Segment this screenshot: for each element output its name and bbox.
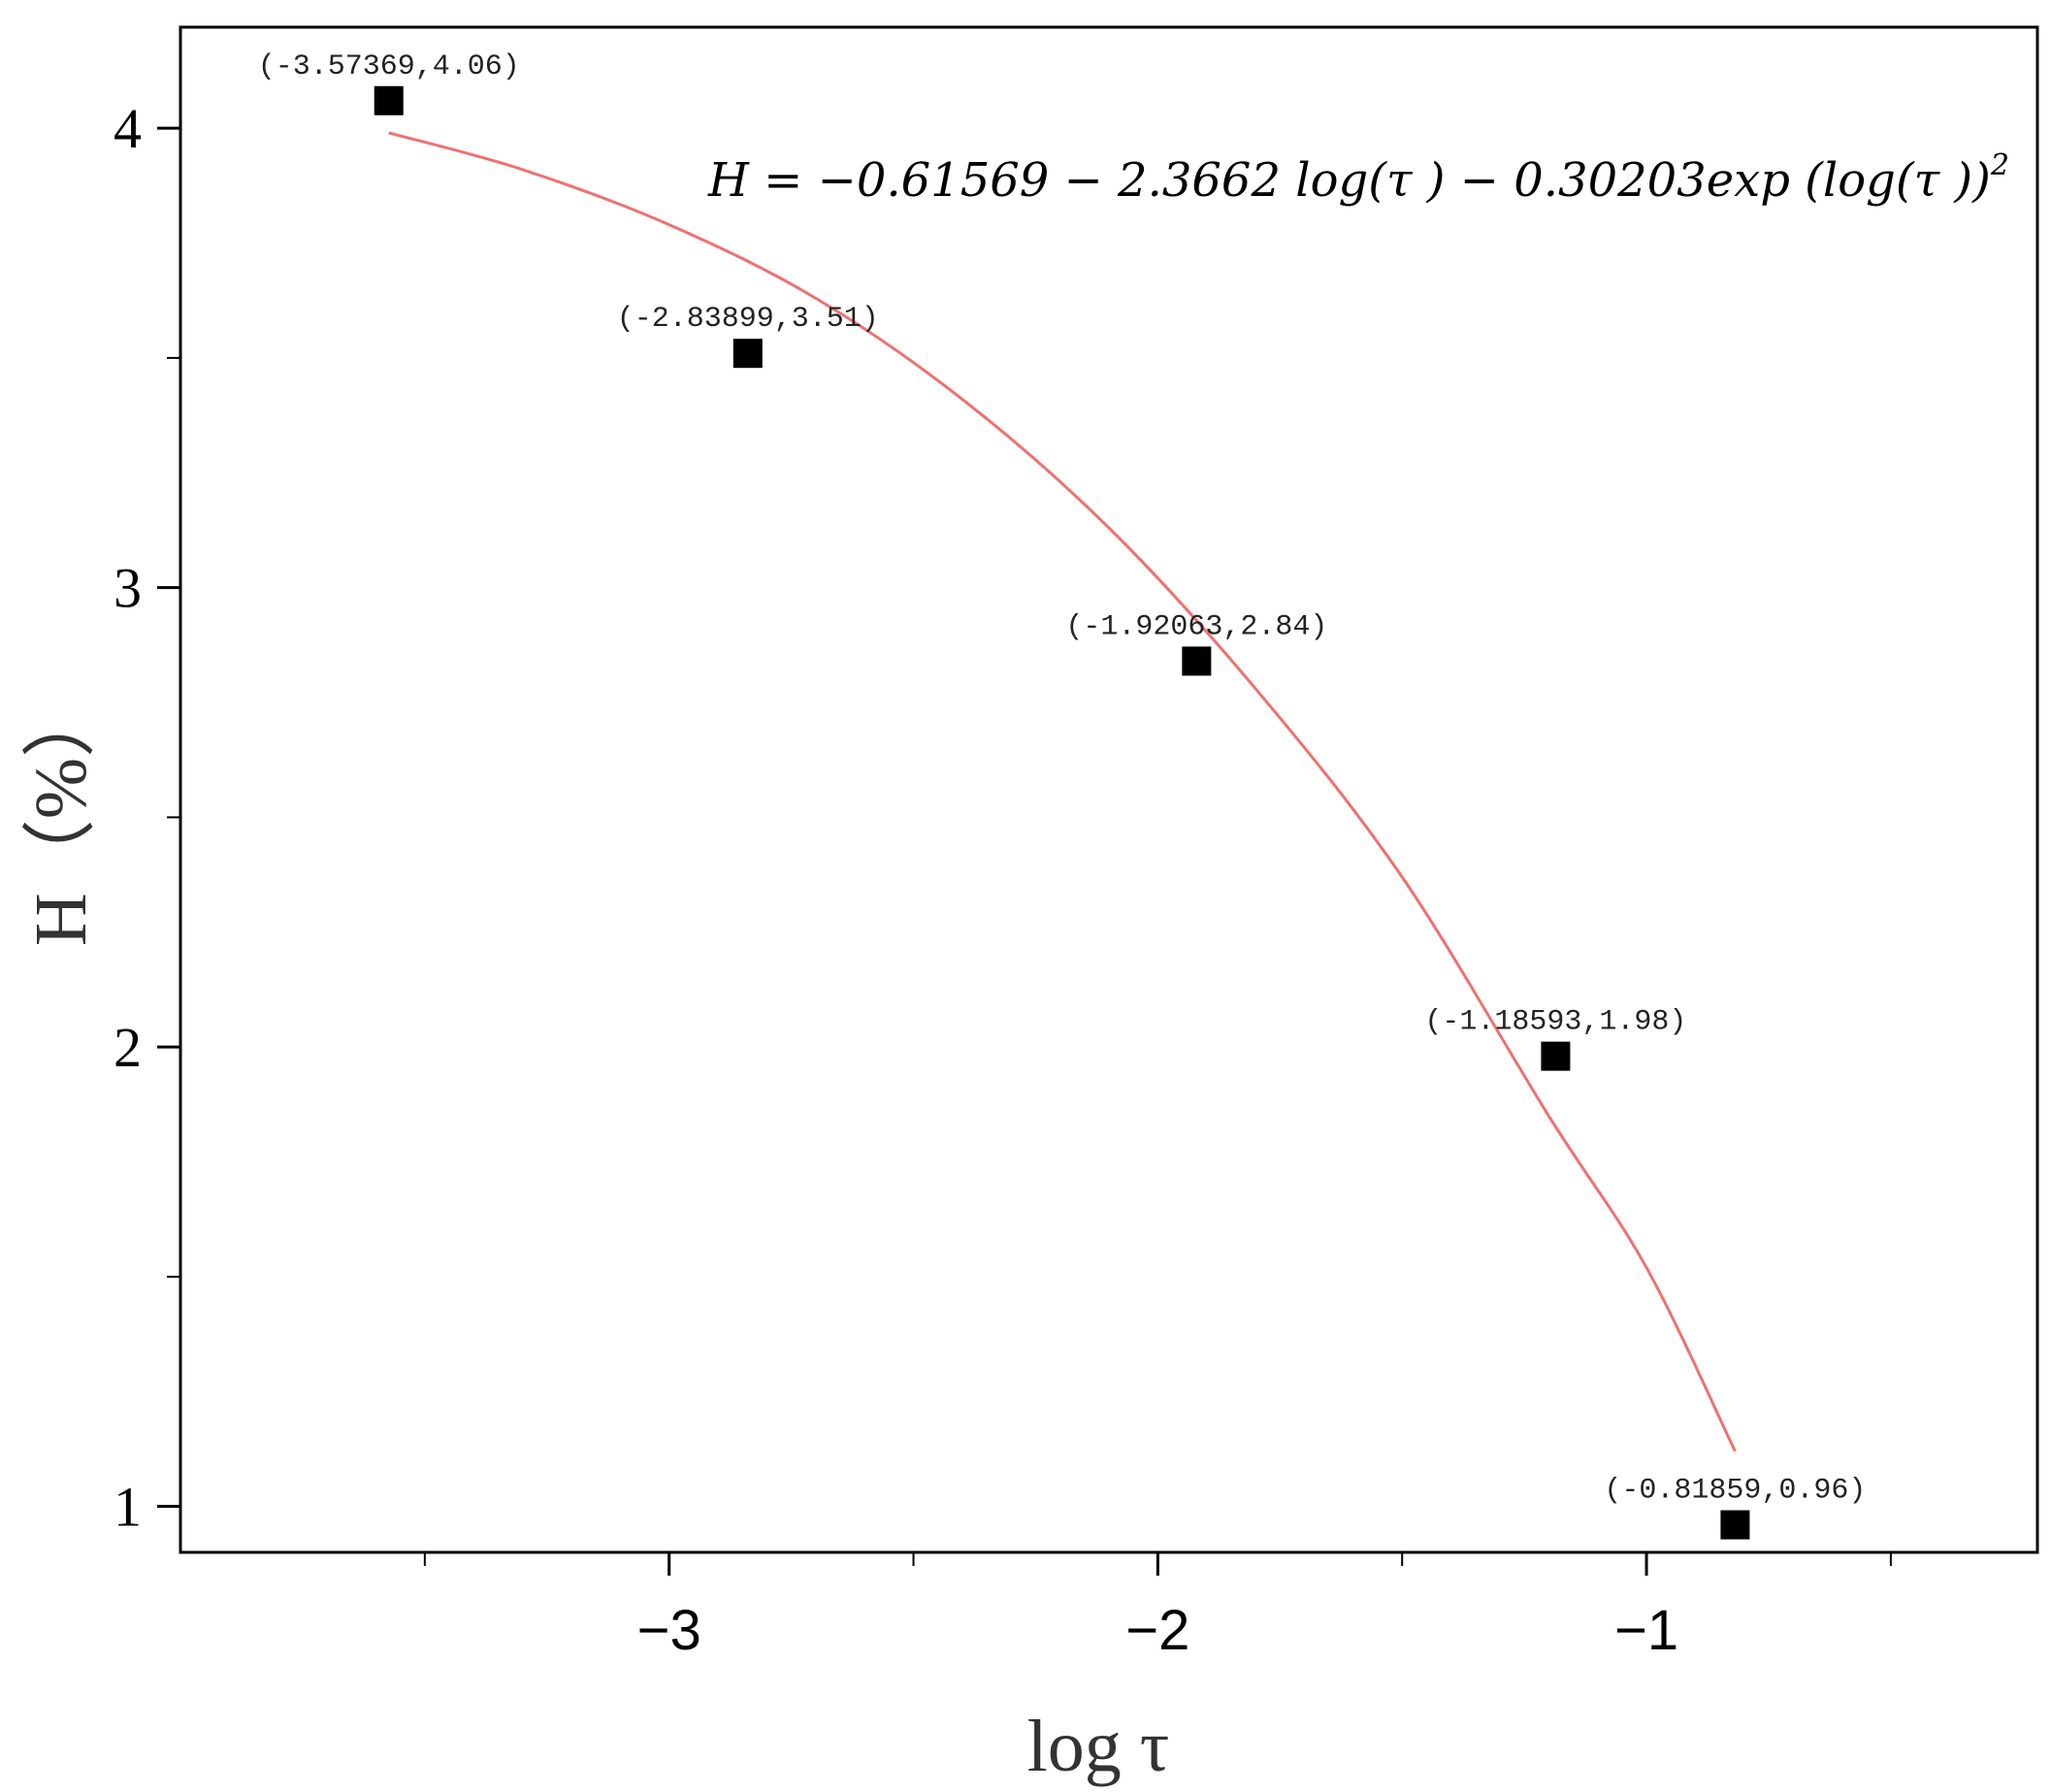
data-point-label: (-1.18593,1.98) [1424,1006,1686,1039]
plot-frame [179,25,2039,1554]
data-point-label: (-2.83899,3.51) [617,303,879,336]
x-tick-label: −3 [637,1599,701,1662]
fit-equation: H = −0.61569 − 2.3662 log(τ ) − 0.30203e… [707,148,2009,208]
y-axis-title: H（%） [20,684,102,946]
data-point-marker [1541,1041,1571,1071]
y-tick-label: 4 [114,97,142,160]
data-points-group [374,85,1750,1540]
data-point-label: (-1.92063,2.84) [1065,610,1327,643]
data-point-label: (-3.57369,4.06) [258,50,520,83]
data-point-marker [374,85,404,115]
fit-equation-superscript: 2 [1990,148,2009,182]
x-tick-label: −2 [1125,1599,1189,1662]
y-tick-label: 3 [114,557,142,620]
y-tick-label: 2 [114,1016,142,1079]
y-tick-label: 1 [114,1476,142,1539]
x-tick-label: −1 [1614,1599,1678,1662]
fit-curve-group [388,131,1737,1452]
axis-ticks: −3 −2 −1 1 2 3 4 [114,97,1892,1662]
fit-curve [388,131,1737,1452]
fit-equation-text: H = −0.61569 − 2.3662 log(τ ) − 0.30203e… [707,153,1991,208]
data-point-marker [1182,646,1212,676]
data-point-marker [732,339,763,369]
data-point-label: (-0.81859,0.96) [1604,1475,1866,1508]
x-axis-title: log τ [1027,1706,1170,1787]
data-point-marker [1720,1510,1750,1540]
point-labels-group: (-3.57369,4.06) (-2.83899,3.51) (-1.92063,… [258,50,1867,1508]
